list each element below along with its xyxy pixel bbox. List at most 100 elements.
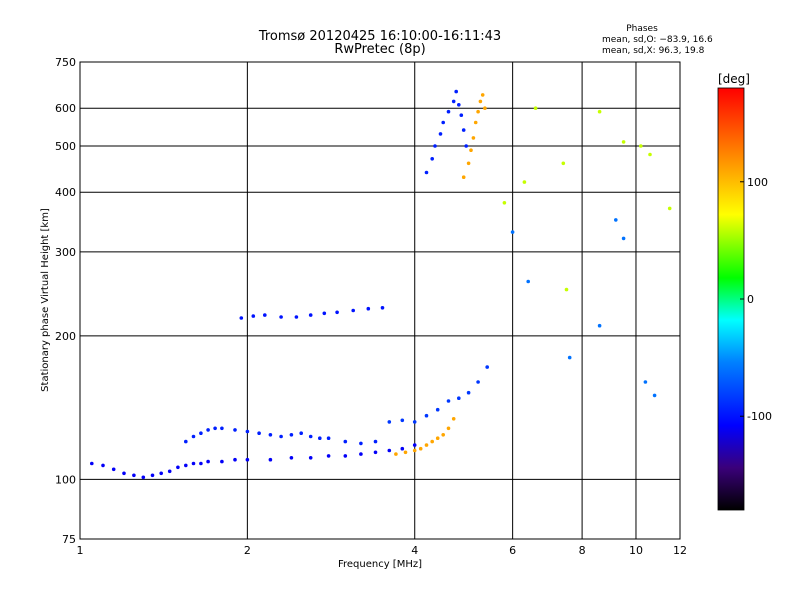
x-tick-label: 6 <box>509 544 516 557</box>
data-point <box>159 471 163 476</box>
data-point <box>597 323 602 328</box>
data-point <box>457 103 461 107</box>
data-point <box>289 456 294 460</box>
data-point <box>621 236 626 241</box>
data-point <box>351 308 356 313</box>
data-point <box>561 161 566 166</box>
y-tick-label: 500 <box>55 140 76 153</box>
y-tick-label: 750 <box>55 56 76 69</box>
data-point <box>451 417 456 421</box>
data-point <box>643 380 648 384</box>
data-point <box>245 457 250 462</box>
data-point <box>412 420 417 424</box>
data-point <box>326 454 331 458</box>
data-point <box>412 443 417 447</box>
grid-lines <box>80 62 680 539</box>
data-point <box>206 428 210 432</box>
data-point <box>502 201 507 205</box>
data-point <box>480 93 485 97</box>
y-tick-label: 600 <box>55 102 76 115</box>
data-point <box>451 99 456 104</box>
data-point <box>446 109 451 114</box>
data-point <box>424 413 429 418</box>
data-point <box>648 152 652 157</box>
data-point <box>478 99 483 104</box>
data-point <box>220 459 224 464</box>
data-point <box>308 456 313 460</box>
data-point <box>614 218 618 222</box>
plot-frame <box>79 61 681 540</box>
data-point <box>424 170 429 175</box>
data-point <box>220 426 224 431</box>
data-point <box>359 441 363 446</box>
data-point <box>446 426 451 431</box>
data-point <box>435 407 440 412</box>
data-point <box>191 461 196 466</box>
data-point <box>483 106 487 110</box>
data-point <box>471 136 476 140</box>
data-point <box>433 144 437 148</box>
data-point <box>326 436 331 441</box>
data-point <box>359 452 363 456</box>
data-point <box>454 89 459 94</box>
data-point <box>132 473 136 478</box>
data-point <box>245 429 250 434</box>
phases-heading: Phases <box>626 24 658 34</box>
x-axis-label: Frequency [MHz] <box>338 559 422 570</box>
data-point <box>101 463 105 468</box>
data-point <box>257 431 261 436</box>
data-point <box>176 465 180 470</box>
y-tick-label: 300 <box>55 246 76 259</box>
y-tick-labels: 75 100 200 300 400 500 600 750 <box>55 56 76 546</box>
data-point <box>441 433 446 437</box>
data-point <box>263 313 267 317</box>
data-point <box>476 380 480 384</box>
data-point <box>343 454 348 458</box>
colorbar-ticks: 100 0 -100 <box>740 176 772 423</box>
data-point <box>387 448 392 453</box>
data-point <box>400 418 405 423</box>
data-point <box>510 230 515 234</box>
data-point <box>400 446 405 451</box>
data-point <box>150 473 155 478</box>
data-point <box>533 106 538 110</box>
data-point <box>476 109 480 114</box>
data-point <box>111 467 116 472</box>
colorbar <box>717 87 745 511</box>
x-tick-label: 2 <box>244 544 251 557</box>
data-point <box>289 433 294 437</box>
phases-line-x: mean, sd,X: 96.3, 19.8 <box>602 46 705 56</box>
data-point <box>343 439 348 444</box>
x-tick-label: 4 <box>411 544 418 557</box>
data-point <box>597 109 602 114</box>
x-tick-label: 1 <box>77 544 84 557</box>
data-point <box>268 433 273 437</box>
data-point <box>461 128 466 132</box>
y-tick-label: 200 <box>55 330 76 343</box>
data-point <box>459 113 464 117</box>
data-point <box>522 180 527 184</box>
data-point <box>279 434 283 439</box>
data-point <box>435 436 440 441</box>
data-point <box>167 469 172 474</box>
data-point <box>199 461 203 466</box>
data-point <box>373 439 378 444</box>
data-point <box>567 355 572 360</box>
data-point <box>473 120 478 125</box>
data-point <box>430 157 435 161</box>
data-point <box>464 144 469 148</box>
colorbar-tick-label: -100 <box>747 410 772 423</box>
x-tick-labels: 1 2 4 6 8 10 12 <box>77 544 688 557</box>
data-point <box>403 450 408 455</box>
y-tick-label: 100 <box>55 473 76 486</box>
data-point <box>461 175 466 179</box>
data-point <box>239 316 244 320</box>
data-point <box>564 287 569 292</box>
phases-line-o: mean, sd,O: −83.9, 16.6 <box>602 35 713 45</box>
data-point <box>373 450 378 455</box>
data-point <box>526 279 530 284</box>
chart-title: Tromsø 20120425 16:10:00-16:11:43 <box>258 29 501 44</box>
data-point <box>387 420 392 424</box>
colorbar-tick-label: 100 <box>747 176 768 189</box>
